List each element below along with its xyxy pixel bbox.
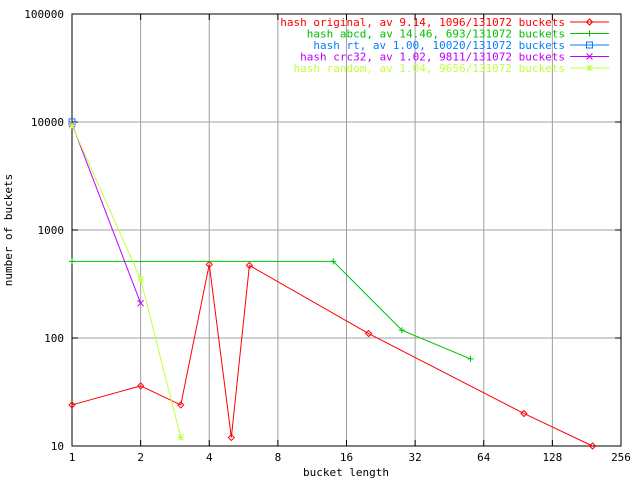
data-point-marker: [330, 258, 337, 265]
data-point-marker: [520, 409, 528, 418]
x-tick-label: 64: [477, 451, 491, 464]
series-line: [72, 260, 471, 360]
data-point-marker: [586, 41, 593, 49]
series-group: [68, 260, 597, 450]
x-tick-label: 256: [611, 451, 631, 464]
data-point-marker: [586, 53, 593, 60]
legend-label: hash random, av 1.04, 9656/131072 bucket…: [293, 62, 565, 75]
data-series: [68, 118, 597, 450]
data-point-marker: [177, 401, 185, 409]
series-line: [71, 264, 593, 447]
legend-label: hash crc32, av 1.02, 9811/131072 buckets: [300, 51, 565, 64]
y-axis-label: number of buckets: [2, 174, 15, 287]
legend-label: hash original, av 9.14, 1096/131072 buck…: [280, 16, 565, 29]
series-line: [71, 123, 142, 304]
data-point-marker: [467, 355, 474, 362]
x-tick-label: 8: [275, 451, 282, 464]
data-point-marker: [136, 382, 145, 390]
legend-label: hash abcd, av 14.46, 693/131072 buckets: [307, 28, 565, 41]
legend: hash original, av 9.14, 1096/131072 buck…: [280, 16, 609, 75]
x-tick-label: 128: [542, 451, 562, 464]
data-point-marker: [364, 329, 373, 338]
x-axis-label: bucket length: [303, 466, 389, 479]
x-tick-label: 32: [409, 451, 422, 464]
x-tick-label: 16: [340, 451, 353, 464]
data-point-marker: [245, 261, 254, 270]
y-tick-label: 10000: [31, 116, 64, 129]
grid-lines: [72, 14, 621, 446]
data-point-marker: [69, 258, 75, 265]
y-tick-label: 1000: [38, 224, 65, 237]
x-tick-label: 2: [137, 451, 144, 464]
data-point-marker: [585, 18, 594, 26]
data-point-marker: [398, 327, 405, 334]
data-point-marker: [137, 299, 144, 307]
y-tick-label: 100: [44, 332, 64, 345]
data-point-marker: [68, 122, 76, 129]
y-tick-label: 100000: [24, 8, 64, 21]
x-tick-label: 4: [206, 451, 213, 464]
series-group: [68, 122, 185, 441]
data-point-marker: [588, 442, 597, 450]
series-group: [69, 258, 474, 362]
axis-ticks: 1 2 4 8 16 32 64 128 256 10 100 1000 10000 100000: [24, 8, 631, 464]
y-tick-label: 10: [51, 440, 64, 453]
data-point-marker: [68, 401, 76, 409]
x-tick-label: 1: [69, 451, 76, 464]
data-point-marker: [137, 275, 144, 283]
data-point-marker: [205, 260, 213, 269]
data-point-marker: [227, 433, 236, 442]
data-point-marker: [586, 64, 593, 72]
data-point-marker: [177, 434, 185, 441]
legend-label: hash rt, av 1.00, 10020/131072 buckets: [313, 39, 565, 52]
data-point-marker: [586, 30, 593, 37]
